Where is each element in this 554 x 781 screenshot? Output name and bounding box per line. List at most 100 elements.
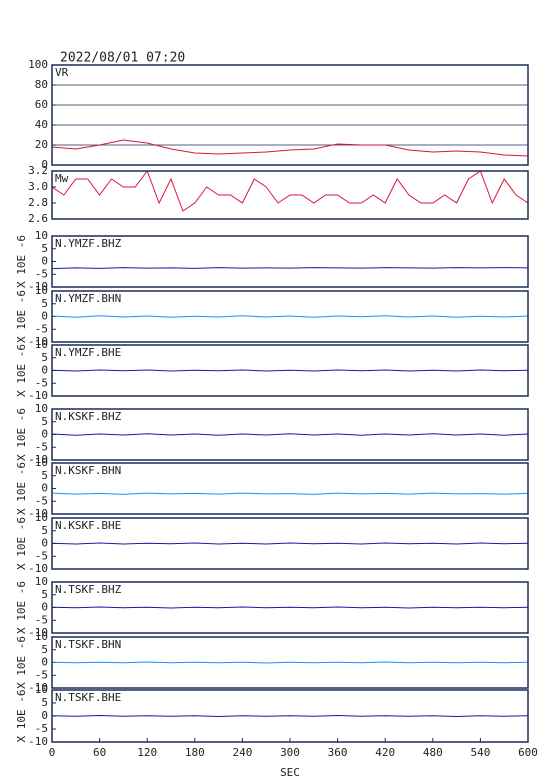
y-axis-label: X 10E -6 <box>15 290 28 343</box>
y-tick-label: 10 <box>35 456 48 469</box>
y-tick-label: 60 <box>35 98 48 111</box>
y-tick-label: 3.0 <box>28 180 48 193</box>
y-tick-label: -10 <box>28 681 48 694</box>
y-tick-label: 10 <box>35 284 48 297</box>
y-tick-label: 0 <box>41 482 48 495</box>
y-tick-label: 10 <box>35 683 48 696</box>
y-tick-label: -10 <box>28 389 48 402</box>
x-tick-label: 600 <box>518 746 538 759</box>
series-label: N.KSKF.BHE <box>55 519 121 532</box>
y-tick-label: 0 <box>41 310 48 323</box>
series-label: Mw <box>55 172 69 185</box>
x-tick-label: 540 <box>470 746 490 759</box>
panel-frame <box>51 170 529 220</box>
panel-frame <box>51 290 529 343</box>
y-tick-label: 5 <box>41 297 48 310</box>
y-tick-label: 80 <box>35 78 48 91</box>
panel-frame <box>51 581 529 634</box>
panel-frame <box>51 408 529 461</box>
y-tick-label: -10 <box>28 626 48 639</box>
y-tick-label: -10 <box>28 453 48 466</box>
x-tick-label: 420 <box>375 746 395 759</box>
x-tick-label: 480 <box>423 746 443 759</box>
y-tick-label: -10 <box>28 735 48 748</box>
series-label: N.TSKF.BHZ <box>55 583 122 596</box>
y-tick-label: 5 <box>41 643 48 656</box>
y-axis-label: X 10E -6 <box>15 344 28 397</box>
y-axis-label: X 10E -6 <box>15 581 28 634</box>
series-label: VR <box>55 66 69 79</box>
series-line <box>51 492 529 495</box>
series-line <box>51 433 529 436</box>
series-label: N.TSKF.BHN <box>55 638 121 651</box>
y-tick-label: -5 <box>35 722 48 735</box>
x-tick-label: 60 <box>93 746 106 759</box>
y-tick-label: -5 <box>35 494 48 507</box>
series-line <box>51 606 529 609</box>
panel-frame <box>51 636 529 689</box>
y-tick-label: 10 <box>35 630 48 643</box>
y-tick-label: -10 <box>28 335 48 348</box>
y-axis-label: X 10E -6 <box>15 636 28 689</box>
y-tick-label: 10 <box>35 402 48 415</box>
series-line <box>51 369 529 372</box>
panel-frame <box>51 235 529 288</box>
y-axis-label: X 10E -6 <box>15 517 28 570</box>
y-tick-label: 0 <box>41 709 48 722</box>
panel-frame <box>51 462 529 515</box>
x-axis-label: SEC <box>280 766 300 779</box>
y-tick-label: 5 <box>41 524 48 537</box>
panel-frame <box>51 517 529 570</box>
y-tick-label: 0 <box>41 656 48 669</box>
y-tick-label: 5 <box>41 242 48 255</box>
y-axis-label: X 10E -6 <box>15 690 28 743</box>
x-tick-label: 180 <box>185 746 205 759</box>
y-tick-label: 5 <box>41 588 48 601</box>
y-axis-label: X 10E -6 <box>15 408 28 461</box>
x-tick-label: 300 <box>280 746 300 759</box>
y-axis-label: X 10E -6 <box>15 462 28 515</box>
y-tick-label: 5 <box>41 696 48 709</box>
series-label: N.YMZF.BHN <box>55 292 121 305</box>
y-tick-label: 0 <box>41 364 48 377</box>
panel-frame <box>51 64 529 166</box>
y-tick-label: 5 <box>41 351 48 364</box>
y-tick-label: -5 <box>35 267 48 280</box>
x-tick-label: 0 <box>49 746 56 759</box>
series-line <box>51 661 529 664</box>
panel-frame <box>51 344 529 397</box>
series-line <box>51 542 529 545</box>
series-label: N.YMZF.BHZ <box>55 237 122 250</box>
series-line <box>51 267 529 270</box>
series-label: N.TSKF.BHE <box>55 691 121 704</box>
y-tick-label: 40 <box>35 118 48 131</box>
y-tick-label: 2.6 <box>28 212 48 225</box>
y-tick-label: 20 <box>35 138 48 151</box>
y-tick-label: 0 <box>41 158 48 171</box>
series-label: N.KSKF.BHN <box>55 464 121 477</box>
chart-title: 2022/08/01 07:20 <box>60 51 185 66</box>
x-tick-label: 240 <box>232 746 252 759</box>
y-tick-label: -10 <box>28 507 48 520</box>
y-tick-label: -5 <box>35 376 48 389</box>
y-tick-label: -5 <box>35 322 48 335</box>
y-tick-label: -10 <box>28 280 48 293</box>
series-line <box>51 315 529 318</box>
y-tick-label: -5 <box>35 549 48 562</box>
y-tick-label: -5 <box>35 668 48 681</box>
y-tick-label: 0 <box>41 255 48 268</box>
series-label: N.YMZF.BHE <box>55 346 121 359</box>
series-label: N.KSKF.BHZ <box>55 410 122 423</box>
y-tick-label: 10 <box>35 575 48 588</box>
y-tick-label: -5 <box>35 613 48 626</box>
y-tick-label: 0 <box>41 537 48 550</box>
y-tick-label: 10 <box>35 338 48 351</box>
y-tick-label: -10 <box>28 562 48 575</box>
x-tick-label: 120 <box>137 746 157 759</box>
x-tick-label: 360 <box>328 746 348 759</box>
series-line <box>51 169 529 212</box>
y-tick-label: 0 <box>41 601 48 614</box>
series-line <box>51 714 529 718</box>
y-tick-label: 10 <box>35 511 48 524</box>
